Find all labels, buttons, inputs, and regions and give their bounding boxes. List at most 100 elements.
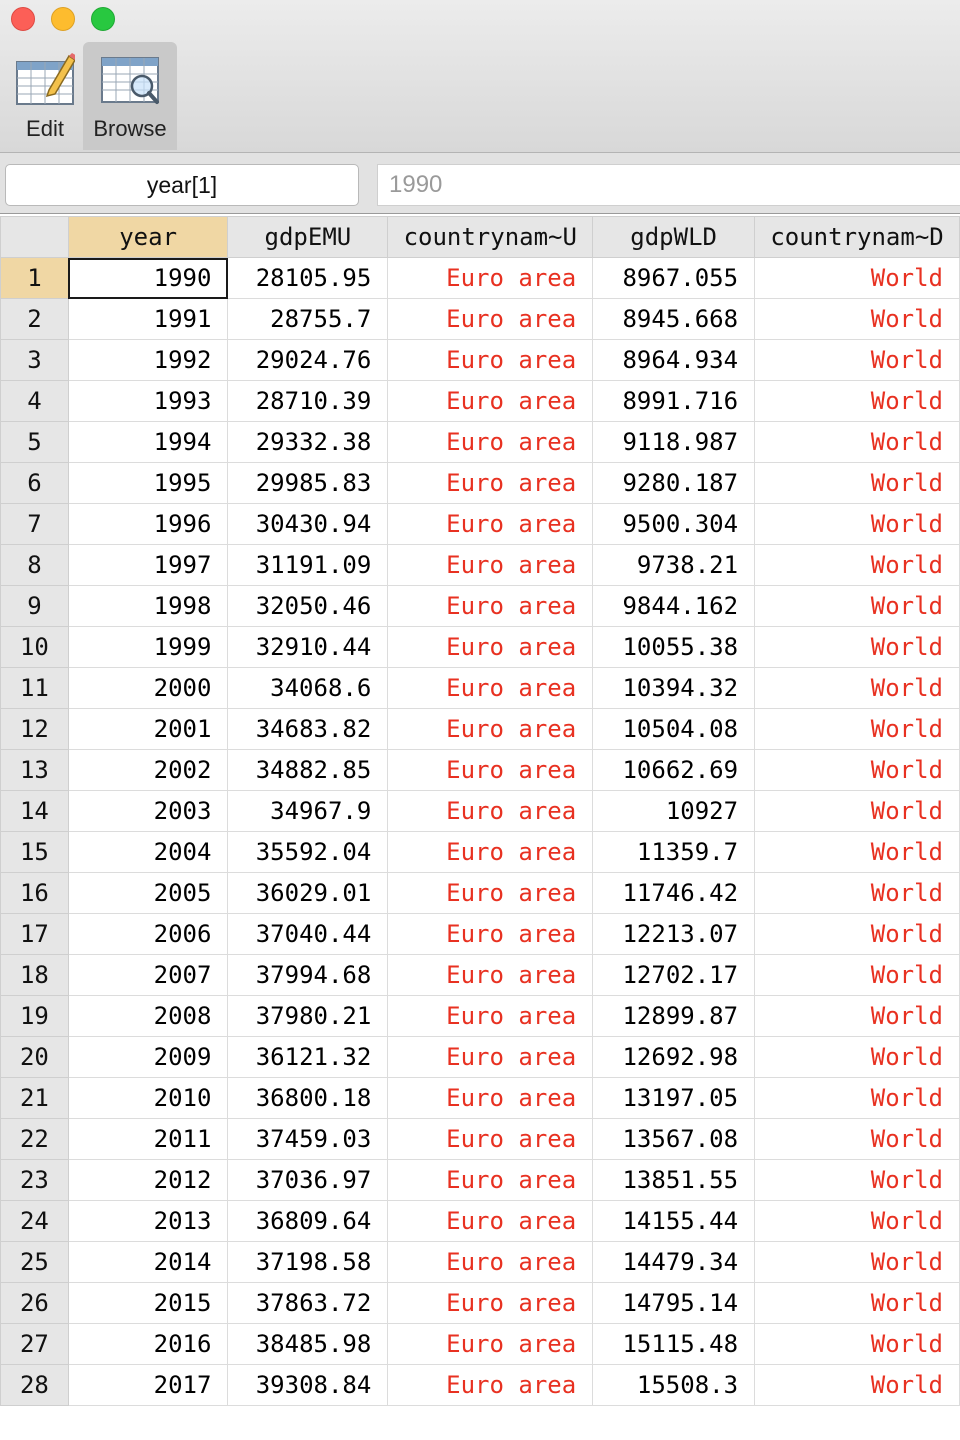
cell-gdpemu[interactable]: 37980.21 — [227, 995, 389, 1037]
cell-gdpemu[interactable]: 29024.76 — [227, 339, 389, 381]
table-row[interactable]: 3 1992 29024.76 Euro area 8964.934 World — [0, 339, 960, 381]
cell-countryname-wld[interactable]: World — [754, 749, 960, 791]
cell-gdpwld[interactable]: 11359.7 — [592, 831, 756, 873]
column-header-gdpemu[interactable]: gdpEMU — [227, 216, 389, 258]
cell-countryname-wld[interactable]: World — [754, 1323, 960, 1365]
row-number[interactable]: 17 — [0, 913, 69, 955]
cell-year[interactable]: 2007 — [67, 954, 229, 996]
cell-countryname-emu[interactable]: Euro area — [387, 1036, 594, 1078]
cell-gdpemu[interactable]: 37040.44 — [227, 913, 389, 955]
window-close-button[interactable] — [11, 7, 35, 31]
cell-gdpemu[interactable]: 37036.97 — [227, 1159, 389, 1201]
cell-year[interactable]: 2003 — [67, 790, 229, 832]
table-row[interactable]: 27 2016 38485.98 Euro area 15115.48 World — [0, 1323, 960, 1365]
cell-year[interactable]: 2002 — [67, 749, 229, 791]
cell-countryname-wld[interactable]: World — [754, 339, 960, 381]
cell-year[interactable]: 2011 — [67, 1118, 229, 1160]
cell-countryname-emu[interactable]: Euro area — [387, 995, 594, 1037]
cell-gdpwld[interactable]: 10055.38 — [592, 626, 756, 668]
cell-countryname-emu[interactable]: Euro area — [387, 1200, 594, 1242]
cell-countryname-emu[interactable]: Euro area — [387, 831, 594, 873]
cell-gdpwld[interactable]: 14155.44 — [592, 1200, 756, 1242]
cell-gdpemu[interactable]: 37994.68 — [227, 954, 389, 996]
cell-countryname-emu[interactable]: Euro area — [387, 1364, 594, 1406]
cell-countryname-emu[interactable]: Euro area — [387, 339, 594, 381]
cell-countryname-wld[interactable]: World — [754, 626, 960, 668]
cell-gdpwld[interactable]: 8964.934 — [592, 339, 756, 381]
cell-year[interactable]: 1994 — [67, 421, 229, 463]
cell-gdpwld[interactable]: 9844.162 — [592, 585, 756, 627]
table-row[interactable]: 20 2009 36121.32 Euro area 12692.98 World — [0, 1036, 960, 1078]
cell-year[interactable]: 2015 — [67, 1282, 229, 1324]
cell-countryname-wld[interactable]: World — [754, 1364, 960, 1406]
row-number[interactable]: 20 — [0, 1036, 69, 1078]
cell-countryname-emu[interactable]: Euro area — [387, 1118, 594, 1160]
table-row[interactable]: 26 2015 37863.72 Euro area 14795.14 World — [0, 1282, 960, 1324]
column-header-countryname-emu[interactable]: countrynam~U — [387, 216, 594, 258]
cell-countryname-wld[interactable]: World — [754, 1077, 960, 1119]
cell-year[interactable]: 1997 — [67, 544, 229, 586]
cell-countryname-emu[interactable]: Euro area — [387, 749, 594, 791]
table-row[interactable]: 9 1998 32050.46 Euro area 9844.162 World — [0, 585, 960, 627]
row-number[interactable]: 1 — [0, 257, 69, 299]
cell-year[interactable]: 2010 — [67, 1077, 229, 1119]
cell-countryname-emu[interactable]: Euro area — [387, 913, 594, 955]
cell-gdpemu[interactable]: 34683.82 — [227, 708, 389, 750]
row-number[interactable]: 13 — [0, 749, 69, 791]
cell-countryname-emu[interactable]: Euro area — [387, 298, 594, 340]
table-row[interactable]: 1 1990 28105.95 Euro area 8967.055 World — [0, 257, 960, 299]
row-number[interactable]: 19 — [0, 995, 69, 1037]
cell-year[interactable]: 1993 — [67, 380, 229, 422]
row-number[interactable]: 28 — [0, 1364, 69, 1406]
cell-countryname-emu[interactable]: Euro area — [387, 544, 594, 586]
cell-gdpemu[interactable]: 36800.18 — [227, 1077, 389, 1119]
row-number[interactable]: 21 — [0, 1077, 69, 1119]
cell-year[interactable]: 2006 — [67, 913, 229, 955]
cell-value-field[interactable]: 1990 — [377, 164, 960, 206]
table-row[interactable]: 25 2014 37198.58 Euro area 14479.34 World — [0, 1241, 960, 1283]
table-row[interactable]: 15 2004 35592.04 Euro area 11359.7 World — [0, 831, 960, 873]
cell-countryname-emu[interactable]: Euro area — [387, 954, 594, 996]
cell-countryname-wld[interactable]: World — [754, 1200, 960, 1242]
table-row[interactable]: 11 2000 34068.6 Euro area 10394.32 World — [0, 667, 960, 709]
cell-countryname-emu[interactable]: Euro area — [387, 1282, 594, 1324]
cell-countryname-emu[interactable]: Euro area — [387, 790, 594, 832]
cell-countryname-wld[interactable]: World — [754, 1282, 960, 1324]
table-row[interactable]: 12 2001 34683.82 Euro area 10504.08 World — [0, 708, 960, 750]
table-row[interactable]: 10 1999 32910.44 Euro area 10055.38 World — [0, 626, 960, 668]
cell-gdpwld[interactable]: 9500.304 — [592, 503, 756, 545]
cell-year[interactable]: 1990 — [67, 257, 229, 299]
cell-gdpwld[interactable]: 14795.14 — [592, 1282, 756, 1324]
cell-countryname-emu[interactable]: Euro area — [387, 462, 594, 504]
table-row[interactable]: 5 1994 29332.38 Euro area 9118.987 World — [0, 421, 960, 463]
row-number[interactable]: 7 — [0, 503, 69, 545]
table-row[interactable]: 4 1993 28710.39 Euro area 8991.716 World — [0, 380, 960, 422]
row-number[interactable]: 3 — [0, 339, 69, 381]
cell-countryname-emu[interactable]: Euro area — [387, 421, 594, 463]
cell-year[interactable]: 2001 — [67, 708, 229, 750]
cell-gdpemu[interactable]: 31191.09 — [227, 544, 389, 586]
cell-gdpemu[interactable]: 34068.6 — [227, 667, 389, 709]
cell-gdpemu[interactable]: 32050.46 — [227, 585, 389, 627]
cell-gdpemu[interactable]: 34967.9 — [227, 790, 389, 832]
cell-countryname-wld[interactable]: World — [754, 298, 960, 340]
cell-year[interactable]: 2005 — [67, 872, 229, 914]
cell-gdpwld[interactable]: 8945.668 — [592, 298, 756, 340]
table-row[interactable]: 17 2006 37040.44 Euro area 12213.07 World — [0, 913, 960, 955]
cell-gdpwld[interactable]: 11746.42 — [592, 872, 756, 914]
cell-gdpwld[interactable]: 9280.187 — [592, 462, 756, 504]
cell-gdpwld[interactable]: 10394.32 — [592, 667, 756, 709]
table-row[interactable]: 18 2007 37994.68 Euro area 12702.17 World — [0, 954, 960, 996]
cell-countryname-wld[interactable]: World — [754, 503, 960, 545]
table-row[interactable]: 19 2008 37980.21 Euro area 12899.87 World — [0, 995, 960, 1037]
cell-countryname-wld[interactable]: World — [754, 1036, 960, 1078]
cell-year[interactable]: 1991 — [67, 298, 229, 340]
cell-gdpwld[interactable]: 13197.05 — [592, 1077, 756, 1119]
cell-countryname-emu[interactable]: Euro area — [387, 872, 594, 914]
cell-year[interactable]: 1996 — [67, 503, 229, 545]
row-number[interactable]: 15 — [0, 831, 69, 873]
row-number[interactable]: 22 — [0, 1118, 69, 1160]
cell-year[interactable]: 2000 — [67, 667, 229, 709]
cell-gdpwld[interactable]: 8991.716 — [592, 380, 756, 422]
cell-countryname-wld[interactable]: World — [754, 872, 960, 914]
